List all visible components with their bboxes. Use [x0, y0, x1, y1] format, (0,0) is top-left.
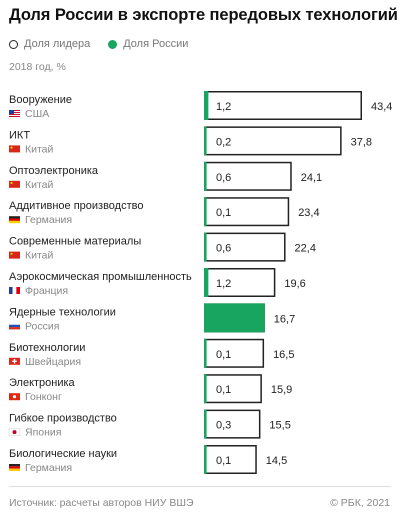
leader-value-label: 43,4 [371, 101, 392, 113]
russia-bar [204, 445, 207, 474]
chart-row: Оптоэлектроника Китай 0,6 24,1 [9, 161, 322, 191]
category-label: Биотехнологии [9, 342, 85, 354]
legend-item-leader: Доля лидера [9, 38, 90, 50]
country-label: Китай [25, 250, 54, 262]
legend: Доля лидера Доля России [9, 38, 206, 50]
flag-icon-de [9, 464, 20, 471]
flag-icon-ru [9, 322, 20, 330]
leader-value-label: 37,8 [351, 136, 372, 148]
flag-icon-jp [8, 428, 21, 436]
flag-icon-hk [9, 393, 20, 401]
chart-row: Биотехнологии Швейцария 0,1 16,5 [9, 338, 294, 368]
russia-value-label: 0,1 [216, 384, 231, 396]
chart-row: Современные материалы Китай 0,6 22,4 [9, 232, 316, 262]
russia-bar [204, 91, 209, 120]
russia-bar [204, 126, 207, 156]
russia-value-label: 0,3 [216, 420, 231, 432]
category-label: Вооружение [9, 94, 72, 106]
legend-russia-marker [108, 39, 118, 49]
leader-value-label: 15,9 [271, 384, 292, 396]
chart-row: ИКТ Китай 0,2 37,8 [9, 126, 372, 156]
chart-title: Доля России в экспорте передовых техноло… [9, 6, 398, 24]
leader-value-label: 14,5 [266, 455, 287, 467]
russia-value-label: 0,6 [216, 243, 231, 255]
footer-divider [9, 486, 391, 487]
russia-bar [204, 232, 207, 262]
category-label: Оптоэлектроника [9, 165, 99, 177]
country-label: Германия [25, 462, 72, 474]
chart-row: Ядерные технологии Россия 16,7 [9, 303, 295, 333]
category-label: Ядерные технологии [9, 306, 116, 318]
category-label: Современные материалы [9, 236, 141, 248]
flag-icon-ch [9, 357, 20, 365]
chart-row: Биологические науки Германия 0,1 14,5 [9, 445, 287, 474]
category-label: Электроника [9, 377, 76, 389]
country-label: Швейцария [25, 356, 81, 368]
leader-value-label: 16,5 [273, 349, 294, 361]
flag-icon-cn [9, 251, 20, 259]
chart-row: Гибкое производство Япония 0,3 15,5 [8, 409, 291, 439]
category-label: ИКТ [9, 129, 30, 141]
chart-row: Аэрокосмическая промышленность Франция 1,2… [9, 268, 306, 297]
russia-value-label: 0,2 [216, 136, 231, 148]
category-label: Аддитивное производство [9, 200, 143, 212]
flag-icon-cn [9, 145, 20, 153]
legend-russia-label: Доля России [123, 38, 189, 50]
russia-bar [204, 303, 265, 333]
russia-value-label: 0,1 [216, 455, 231, 467]
category-label: Биологические науки [9, 448, 117, 460]
leader-value-label: 23,4 [298, 207, 319, 219]
russia-bar [204, 338, 207, 368]
category-label: Гибкое производство [9, 413, 117, 425]
leader-value-label: 16,7 [274, 313, 295, 325]
country-label: Франция [25, 285, 68, 297]
legend-leader-marker [9, 39, 18, 49]
country-label: Китай [25, 179, 54, 191]
country-label: Германия [25, 214, 72, 226]
leader-value-label: 24,1 [301, 172, 322, 184]
russia-value-label: 1,2 [216, 278, 231, 290]
country-label: США [25, 108, 49, 120]
flag-icon-fr [9, 287, 20, 294]
russia-bar [204, 161, 207, 191]
russia-bar [204, 409, 207, 439]
country-label: Китай [25, 143, 54, 155]
russia-value-label: 0,1 [216, 349, 231, 361]
russia-bar [204, 197, 207, 227]
chart-row: Аддитивное производство Германия 0,1 23,4 [9, 197, 320, 227]
chart-subtitle: 2018 год, % [9, 61, 66, 73]
leader-value-label: 19,6 [284, 278, 305, 290]
legend-item-russia: Доля России [108, 38, 188, 50]
leader-bar [204, 374, 262, 404]
country-label: Япония [25, 427, 61, 439]
russia-bar [204, 374, 207, 404]
copyright: © РБК, 2021 [330, 497, 390, 509]
leader-value-label: 22,4 [295, 243, 316, 255]
leader-bar [204, 91, 362, 120]
russia-bar [204, 268, 209, 297]
russia-value-label: 1,2 [216, 101, 231, 113]
legend-leader-label: Доля лидера [24, 38, 91, 50]
country-label: Россия [25, 320, 59, 332]
russia-value-label: 0,1 [216, 207, 231, 219]
flag-icon-us [9, 110, 20, 117]
source-note: Источник: расчеты авторов НИУ ВШЭ [9, 497, 194, 509]
flag-icon-de [9, 216, 20, 224]
leader-value-label: 15,5 [269, 420, 290, 432]
chart-row: Электроника Гонконг 0,1 15,9 [9, 374, 292, 404]
leader-bar [204, 409, 261, 439]
country-label: Гонконг [25, 391, 62, 403]
category-label: Аэрокосмическая промышленность [9, 271, 192, 283]
chart-row: Вооружение США 1,2 43,4 [9, 91, 392, 120]
flag-icon-cn [9, 180, 20, 188]
leader-bar [204, 445, 257, 474]
leader-bar [204, 338, 265, 368]
russia-value-label: 0,6 [216, 172, 231, 184]
